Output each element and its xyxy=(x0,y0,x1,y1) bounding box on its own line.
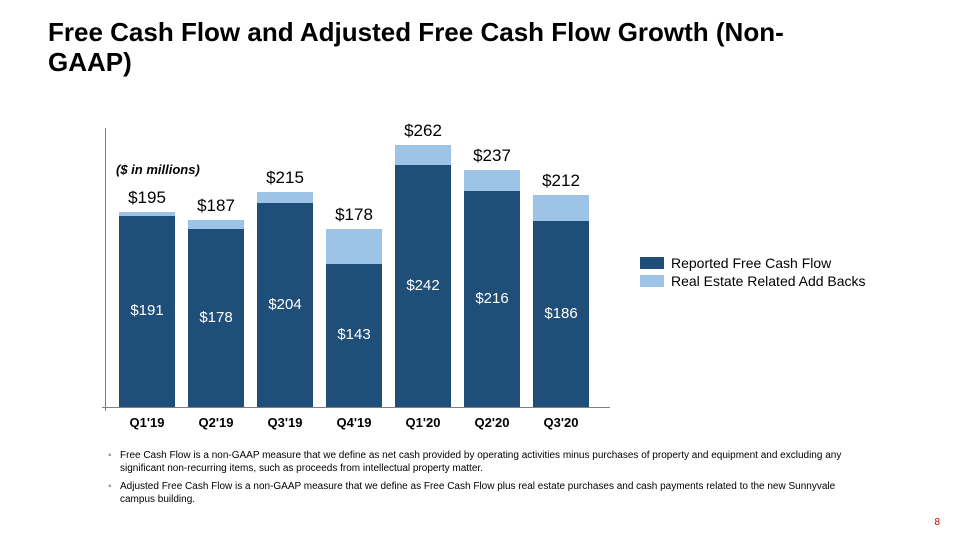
bar-total-label: $237 xyxy=(464,146,520,166)
bar-segment-addback xyxy=(326,229,382,264)
legend-item: Reported Free Cash Flow xyxy=(640,255,866,271)
page-number: 8 xyxy=(934,517,940,528)
bar-group: $178$187 xyxy=(188,220,244,407)
bar-group: $186$212 xyxy=(533,195,589,407)
footnotes: ◦Free Cash Flow is a non-GAAP measure th… xyxy=(108,450,868,512)
bar-segment-reported-label: $143 xyxy=(326,326,382,343)
bar-segment-reported-label: $204 xyxy=(257,296,313,313)
footnote-bullet: ◦ xyxy=(108,450,120,475)
bar-segment-addback xyxy=(395,145,451,165)
legend-swatch xyxy=(640,275,664,287)
legend-swatch xyxy=(640,257,664,269)
x-axis-label: Q2'20 xyxy=(458,415,526,430)
bar-segment-addback xyxy=(464,170,520,191)
slide: Free Cash Flow and Adjusted Free Cash Fl… xyxy=(0,0,960,540)
bar-group: $216$237 xyxy=(464,170,520,407)
bar-group: $191$195 xyxy=(119,212,175,407)
bar-segment-reported-label: $216 xyxy=(464,290,520,307)
footnote-text: Free Cash Flow is a non-GAAP measure tha… xyxy=(120,450,868,475)
x-axis-label: Q2'19 xyxy=(182,415,250,430)
bar-segment-reported-label: $178 xyxy=(188,309,244,326)
fcf-bar-chart: $191$195Q1'19$178$187Q2'19$204$215Q3'19$… xyxy=(106,132,606,407)
legend-label: Real Estate Related Add Backs xyxy=(671,273,866,289)
bar-group: $143$178 xyxy=(326,229,382,407)
x-axis-label: Q3'20 xyxy=(527,415,595,430)
bar-segment-reported-label: $242 xyxy=(395,277,451,294)
bar-total-label: $215 xyxy=(257,168,313,188)
bar-group: $204$215 xyxy=(257,192,313,407)
footnote: ◦Adjusted Free Cash Flow is a non-GAAP m… xyxy=(108,481,868,506)
bar-segment-addback xyxy=(188,220,244,229)
y-axis xyxy=(105,128,106,411)
footnote-text: Adjusted Free Cash Flow is a non-GAAP me… xyxy=(120,481,868,506)
footnote-bullet: ◦ xyxy=(108,481,120,506)
x-axis-label: Q4'19 xyxy=(320,415,388,430)
bar-total-label: $187 xyxy=(188,196,244,216)
chart-legend: Reported Free Cash Flow Real Estate Relat… xyxy=(640,255,866,291)
bar-segment-reported-label: $191 xyxy=(119,302,175,319)
x-axis-label: Q1'19 xyxy=(113,415,181,430)
bar-segment-addback xyxy=(119,212,175,216)
bar-total-label: $262 xyxy=(395,121,451,141)
bar-group: $242$262 xyxy=(395,145,451,407)
bar-segment-reported-label: $186 xyxy=(533,305,589,322)
bar-total-label: $212 xyxy=(533,171,589,191)
bar-total-label: $195 xyxy=(119,188,175,208)
x-axis xyxy=(102,407,610,408)
bar-segment-addback xyxy=(533,195,589,221)
bar-total-label: $178 xyxy=(326,205,382,225)
bar-segment-addback xyxy=(257,192,313,203)
footnote: ◦Free Cash Flow is a non-GAAP measure th… xyxy=(108,450,868,475)
legend-item: Real Estate Related Add Backs xyxy=(640,273,866,289)
legend-label: Reported Free Cash Flow xyxy=(671,255,831,271)
slide-title: Free Cash Flow and Adjusted Free Cash Fl… xyxy=(48,18,848,78)
x-axis-label: Q1'20 xyxy=(389,415,457,430)
x-axis-label: Q3'19 xyxy=(251,415,319,430)
